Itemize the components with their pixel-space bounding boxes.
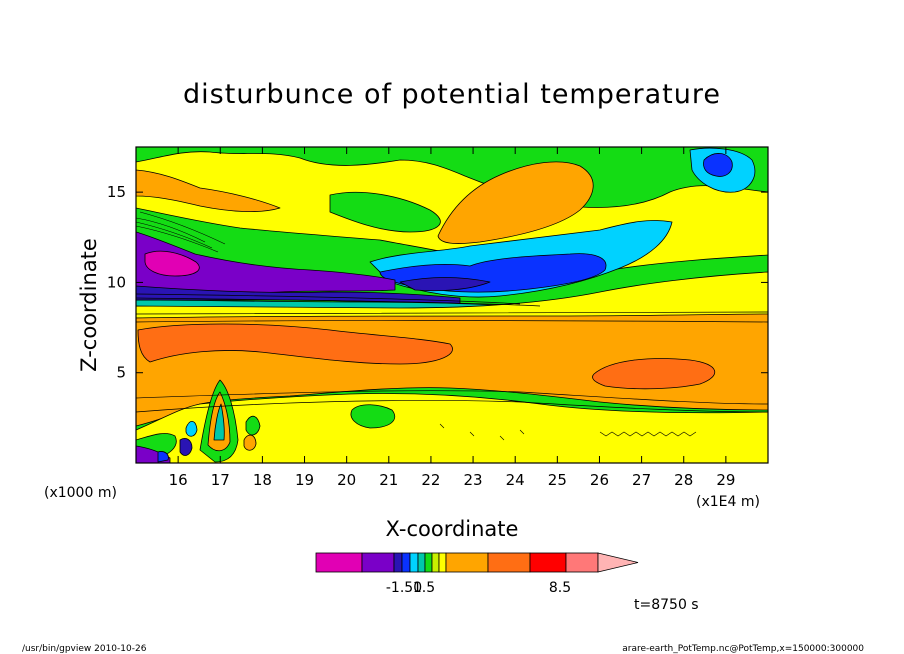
colorbar-label: 8.5: [549, 580, 571, 596]
footer-right: arare-earth_PotTemp.nc@PotTemp,x=150000:…: [622, 644, 864, 654]
colorbar-segment: [487, 552, 531, 573]
contour-upper-green: [329, 191, 441, 233]
colorbar-segment: [315, 552, 363, 573]
x-tick-label: 25: [548, 471, 567, 489]
y-axis-title: Z-coordinate: [77, 238, 101, 372]
y-axis-unit: (x1000 m): [44, 485, 117, 501]
contour-top-right-blue: [703, 153, 733, 177]
colorbar-segment: [529, 552, 567, 573]
y-tick-label: 10: [107, 273, 126, 291]
contour-lower-yellow: [136, 393, 768, 463]
colorbar: [315, 552, 639, 573]
y-tick-label: 15: [107, 183, 126, 201]
x-tick-label: 27: [632, 471, 651, 489]
time-label: t=8750 s: [634, 597, 699, 613]
x-tick-label: 26: [590, 471, 609, 489]
x-tick-label: 17: [211, 471, 230, 489]
colorbar-labels: -1.501.5 8.5: [386, 580, 571, 596]
colorbar-segment: [401, 552, 411, 573]
colorbar-segment: [393, 552, 403, 573]
x-tick-label: 16: [169, 471, 188, 489]
x-tick-label: 19: [295, 471, 314, 489]
contour-magenta: [144, 250, 200, 277]
colorbar-segment: [445, 552, 489, 573]
colorbar-extend-triangle: [597, 552, 639, 573]
contour-turbulence: [136, 379, 261, 463]
chart-title: disturbunce of potential temperature: [183, 79, 721, 110]
contour-upper-left-orange: [136, 169, 281, 213]
contour-darkorange-lens: [137, 323, 453, 365]
x-tick-label: 22: [421, 471, 440, 489]
x-tick-label: 20: [337, 471, 356, 489]
x-axis-unit: (x1E4 m): [696, 494, 760, 510]
footer-left: /usr/bin/gpview 2010-10-26: [22, 644, 147, 654]
contour-lower-green: [350, 404, 396, 429]
x-tick-label: 29: [716, 471, 735, 489]
contour-field: [136, 147, 768, 463]
axis-ticks: 16 17 18 19 20 21 22 23 24 25 26 27 28 29 5 10 15: [107, 147, 768, 489]
colorbar-segment: [409, 552, 419, 573]
x-tick-label: 23: [464, 471, 483, 489]
colorbar-label: 1.5: [413, 580, 435, 596]
x-tick-label: 21: [379, 471, 398, 489]
colorbar-segment: [361, 552, 395, 573]
contour-ripples: [439, 423, 697, 441]
colorbar-segment: [565, 552, 599, 573]
colorbar-segment: [424, 552, 433, 573]
contour-left-gradient: [136, 211, 226, 253]
plot-frame: [135, 146, 769, 464]
x-tick-label: 28: [674, 471, 693, 489]
x-tick-label: 24: [506, 471, 525, 489]
colorbar-label: -1.50: [386, 580, 422, 596]
colorbar-segment: [431, 552, 440, 573]
contour-upper-right-orange: [437, 161, 594, 244]
x-axis-title: X-coordinate: [386, 517, 519, 541]
y-tick-label: 5: [116, 364, 126, 382]
colorbar-segment: [438, 552, 447, 573]
colorbar-segment: [417, 552, 426, 573]
contour-darkorange-lens-right: [592, 358, 716, 390]
contour-navy: [399, 277, 491, 292]
x-tick-label: 18: [253, 471, 272, 489]
contour-lines: [136, 293, 768, 413]
